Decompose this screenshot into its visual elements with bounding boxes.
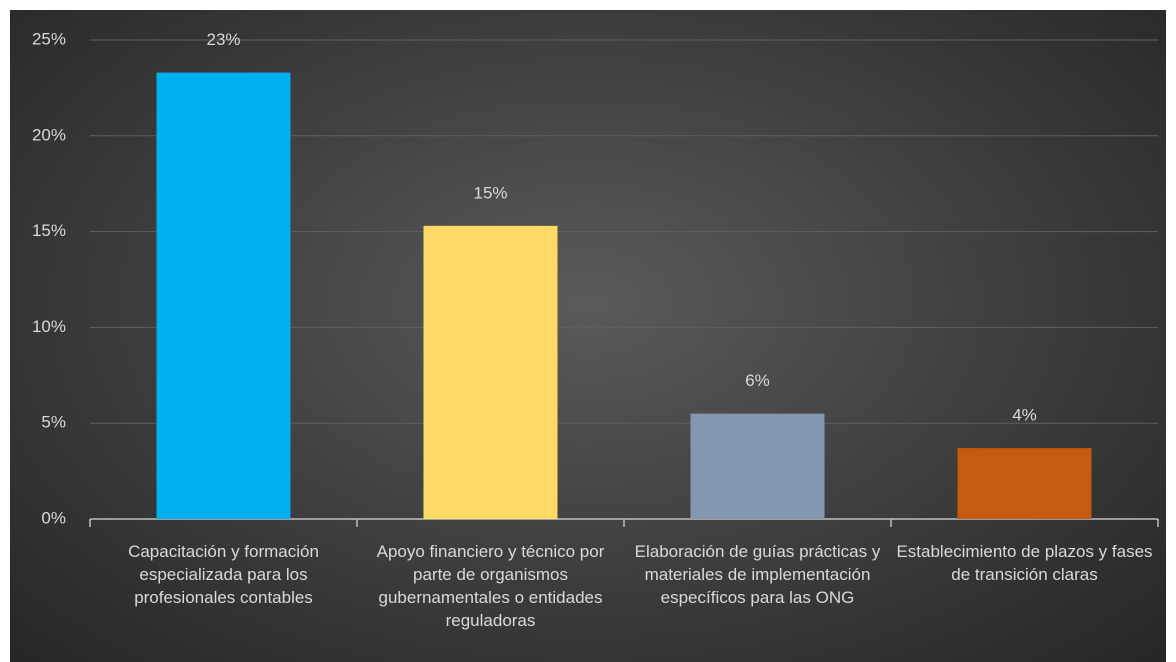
x-tick-label: Apoyo financiero y técnico por parte de … <box>376 542 605 630</box>
x-tick-label: Elaboración de guías prácticas y materia… <box>634 542 881 607</box>
x-tick-label: Capacitación y formación especializada p… <box>128 542 319 607</box>
y-tick-label: 25% <box>32 29 66 48</box>
y-tick-label: 5% <box>41 413 66 432</box>
bar <box>690 413 825 519</box>
y-tick-label: 20% <box>32 125 66 144</box>
y-tick-label: 15% <box>32 221 66 240</box>
bar <box>156 72 291 520</box>
y-tick-label: 0% <box>41 508 66 527</box>
x-tick-label: Establecimiento de plazos y fases de tra… <box>896 542 1153 584</box>
chart-area: 0% 5% 10% 15% 20% 25% 23% 15% 6% 4% Capacitación … <box>10 10 1166 662</box>
bar <box>957 448 1092 519</box>
chart: 0% 5% 10% 15% 20% 25% 23% 15% 6% 4% <box>32 29 1159 527</box>
bar <box>423 225 558 520</box>
data-label: 6% <box>745 371 770 390</box>
data-label: 15% <box>473 183 507 202</box>
y-tick-label: 10% <box>32 317 66 336</box>
data-label: 4% <box>1012 406 1037 425</box>
data-label: 23% <box>206 30 240 49</box>
